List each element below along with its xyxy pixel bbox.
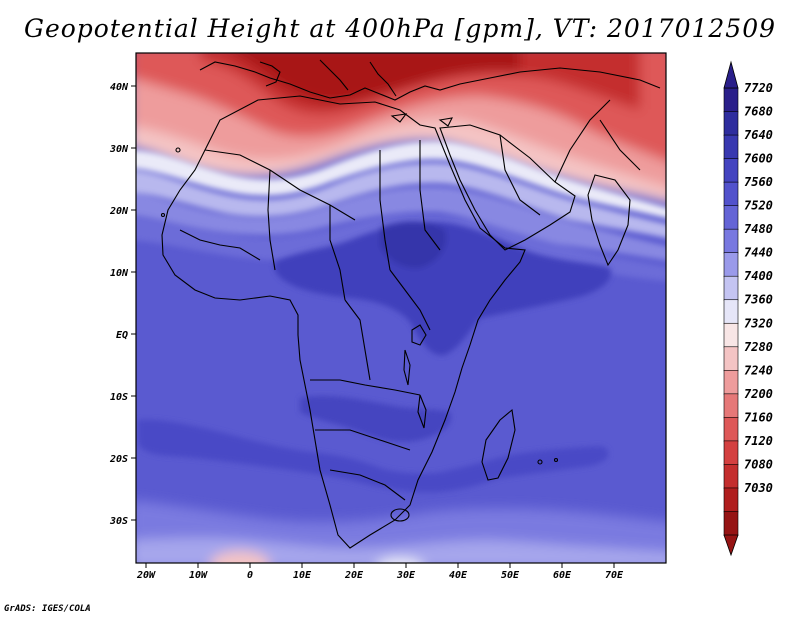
colorbar-label: 7680 <box>744 105 773 119</box>
lon-label-40e: 40E <box>449 570 468 581</box>
lat-label-30n: 30N <box>109 144 129 155</box>
colorbar-label: 7720 <box>744 81 773 95</box>
colorbar-label: 7400 <box>744 269 773 283</box>
colorbar-max-arrow <box>723 60 739 89</box>
lon-label-60e: 60E <box>553 570 572 581</box>
lon-label-20w: 20W <box>136 570 156 581</box>
colorbar-swatch <box>723 346 739 372</box>
lon-label-20e: 20E <box>344 570 364 581</box>
lat-label-eq: EQ <box>116 330 128 341</box>
lat-label-10s: 10S <box>110 392 128 403</box>
colorbar-swatch <box>723 487 739 513</box>
map-frame <box>135 52 667 564</box>
coastlines <box>160 59 661 549</box>
colorbar-label: 7440 <box>744 246 773 260</box>
colorbar-swatch <box>723 252 739 278</box>
colorbar-label: 7030 <box>744 481 773 495</box>
chart-title: Geopotential Height at 400hPa [gpm], VT:… <box>23 14 777 43</box>
lat-label-40n: 40N <box>110 82 129 93</box>
lon-label-50e: 50E <box>501 570 520 581</box>
colorbar-swatch <box>723 111 739 136</box>
colorbar-swatch <box>723 511 739 536</box>
colorbar-label: 7160 <box>744 410 773 424</box>
colorbar-label: 7240 <box>744 363 773 377</box>
lat-label-10n: 10N <box>110 268 129 279</box>
colorbar-swatch <box>723 393 739 419</box>
lon-label-30e: 30E <box>396 570 416 581</box>
lon-label-70e: 70E <box>605 570 624 581</box>
lat-label-30s: 30S <box>109 516 128 527</box>
colorbar-label: 7520 <box>744 199 773 213</box>
colorbar-swatch <box>723 228 739 254</box>
colorbar-label: 7120 <box>744 434 773 448</box>
lat-label-20n: 20N <box>109 206 129 217</box>
colorbar-label: 7640 <box>744 128 773 142</box>
colorbar-swatch <box>723 464 739 489</box>
colorbar-swatch <box>723 181 739 207</box>
grads-credit: GrADS: IGES/COLA <box>4 604 91 614</box>
colorbar-label: 7320 <box>744 316 773 330</box>
colorbar-label: 7360 <box>744 293 773 307</box>
colorbar-min-arrow <box>723 534 739 557</box>
colorbar-label: 7480 <box>744 222 773 236</box>
colorbar: 7720 7680 7640 7600 7560 7520 7480 7440 7400 7360… <box>723 60 773 557</box>
colorbar-swatch <box>723 205 739 230</box>
lat-axis <box>131 85 136 521</box>
colorbar-label: 7280 <box>744 340 773 354</box>
height-field <box>136 53 666 563</box>
lon-label-10e: 10E <box>293 570 312 581</box>
colorbar-swatch <box>723 322 739 348</box>
colorbar-swatch <box>723 370 739 395</box>
colorbar-swatch <box>723 440 739 466</box>
colorbar-label: 7560 <box>744 175 773 189</box>
lon-label-0: 0 <box>247 570 253 581</box>
lon-axis <box>145 563 615 568</box>
colorbar-swatch <box>723 134 739 160</box>
lat-label-20s: 20S <box>109 454 128 465</box>
colorbar-label: 7200 <box>744 387 773 401</box>
colorbar-swatch <box>723 417 739 442</box>
colorbar-swatch <box>723 275 739 301</box>
colorbar-swatch <box>723 158 739 183</box>
colorbar-swatch <box>723 299 739 325</box>
colorbar-swatch <box>723 87 739 113</box>
colorbar-label: 7600 <box>744 152 773 166</box>
colorbar-label: 7080 <box>744 457 773 471</box>
lon-label-10w: 10W <box>189 570 208 581</box>
